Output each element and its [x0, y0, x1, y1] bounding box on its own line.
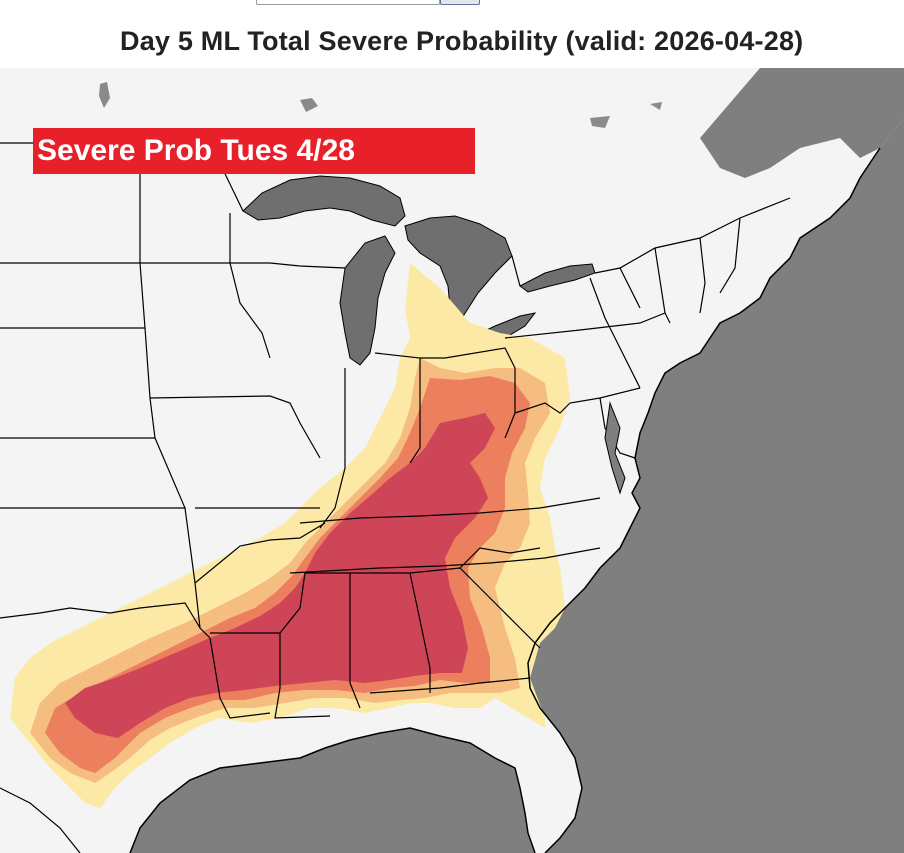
chesapeake-bay — [604, 401, 626, 495]
small-lake — [650, 102, 662, 110]
state-border — [140, 262, 346, 269]
lake-huron — [404, 215, 513, 319]
map-container — [0, 68, 904, 853]
state-border — [699, 217, 741, 314]
small-lake — [300, 98, 318, 112]
day-label-badge: Severe Prob Tues 4/28 — [33, 128, 475, 174]
state-border — [0, 602, 201, 629]
state-border — [229, 213, 271, 359]
state-border — [0, 327, 156, 439]
state-border — [149, 395, 321, 459]
atlantic-ocean — [528, 118, 904, 853]
state-border — [514, 387, 641, 414]
top-search-control — [256, 0, 480, 5]
state-border — [210, 572, 306, 634]
state-border — [350, 572, 431, 693]
state-border — [589, 277, 641, 389]
lake-superior — [242, 175, 406, 227]
state-border — [194, 522, 326, 584]
state-border — [420, 347, 516, 439]
upper-water-patch — [800, 68, 904, 128]
map-svg — [0, 68, 904, 853]
gulf-coastline — [129, 727, 536, 853]
lake-michigan — [339, 235, 396, 366]
state-border — [289, 547, 601, 574]
state-border — [274, 633, 331, 719]
map-title: Day 5 ML Total Severe Probability (valid… — [120, 26, 804, 56]
state-border — [504, 312, 666, 339]
prob-tier-highest — [65, 413, 495, 738]
state-border — [459, 547, 541, 569]
canada-us-border-east — [511, 197, 791, 287]
state-border — [184, 507, 211, 639]
state-border — [369, 677, 531, 694]
state-border — [305, 572, 361, 709]
coastline — [129, 147, 881, 853]
search-input[interactable] — [256, 0, 440, 5]
state-border — [619, 247, 671, 324]
search-button[interactable] — [440, 0, 480, 5]
state-border — [409, 567, 541, 649]
state-border — [299, 497, 601, 524]
state-border — [374, 352, 421, 464]
small-lake — [99, 82, 110, 108]
state-border — [209, 637, 271, 719]
state-border — [319, 368, 346, 529]
small-lake — [590, 116, 610, 128]
atlantic-coastline — [527, 147, 881, 853]
state-border — [0, 787, 81, 853]
state-border — [0, 437, 186, 509]
gulf-of-mexico — [130, 728, 535, 853]
